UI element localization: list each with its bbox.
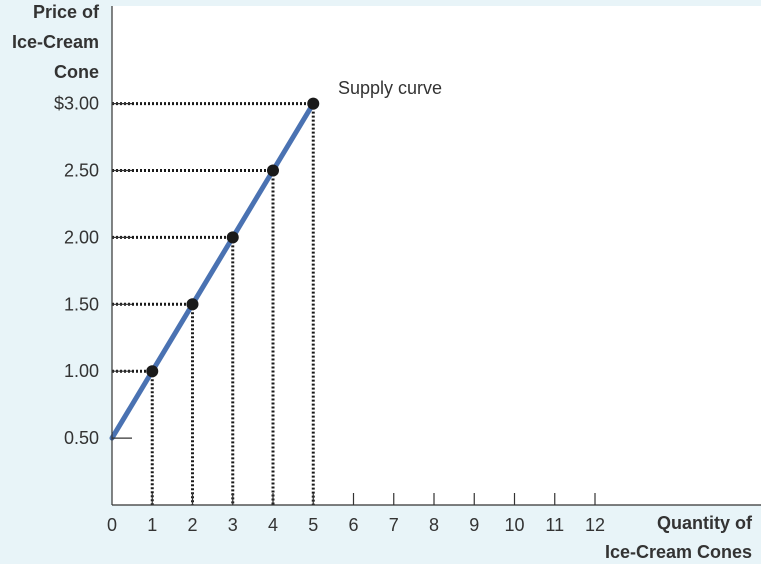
y-axis-ticks: 0.50 1.00 1.50 2.00 2.50 $3.00 <box>54 94 132 448</box>
supply-curve-line <box>109 101 316 441</box>
curve-annotation: Supply curve <box>338 78 442 98</box>
x-tick-label-2: 2 <box>187 515 197 535</box>
y-tick-label-5: $3.00 <box>54 94 99 114</box>
data-point-5 <box>307 97 320 110</box>
axes <box>111 6 761 506</box>
x-axis-title-line-1: Quantity of <box>657 513 753 533</box>
y-axis-title-line-2: Ice-Cream <box>12 32 99 52</box>
y-tick-label-3: 2.00 <box>64 227 99 247</box>
x-tick-label-12: 12 <box>585 515 605 535</box>
y-tick-label-2: 1.50 <box>64 294 99 314</box>
guide-lines <box>112 102 315 505</box>
x-axis-ticks: 0 1 2 3 4 5 6 7 8 9 10 11 12 <box>107 493 605 535</box>
x-tick-label-6: 6 <box>348 515 358 535</box>
data-point-4 <box>267 164 279 177</box>
y-tick-label-4: 2.50 <box>64 161 99 181</box>
y-tick-label-0: 0.50 <box>64 428 99 448</box>
x-tick-label-4: 4 <box>268 515 278 535</box>
x-tick-label-7: 7 <box>389 515 399 535</box>
data-point-3 <box>226 231 239 244</box>
x-tick-label-3: 3 <box>228 515 238 535</box>
x-tick-label-8: 8 <box>429 515 439 535</box>
y-tick-label-1: 1.00 <box>64 361 99 381</box>
data-point-1 <box>146 365 159 378</box>
x-tick-label-1: 1 <box>147 515 157 535</box>
data-points <box>146 97 320 378</box>
x-axis-title-line-2: Ice-Cream Cones <box>605 542 752 562</box>
x-tick-label-11: 11 <box>545 515 564 535</box>
x-tick-label-5: 5 <box>308 515 318 535</box>
x-tick-label-9: 9 <box>469 515 479 535</box>
x-tick-label-10: 10 <box>504 515 524 535</box>
supply-curve-group <box>109 101 316 441</box>
data-point-2 <box>186 298 199 311</box>
x-tick-label-0: 0 <box>107 515 117 535</box>
y-axis-title-line-1: Price of <box>33 2 100 22</box>
y-axis-title-line-3: Cone <box>54 62 99 82</box>
